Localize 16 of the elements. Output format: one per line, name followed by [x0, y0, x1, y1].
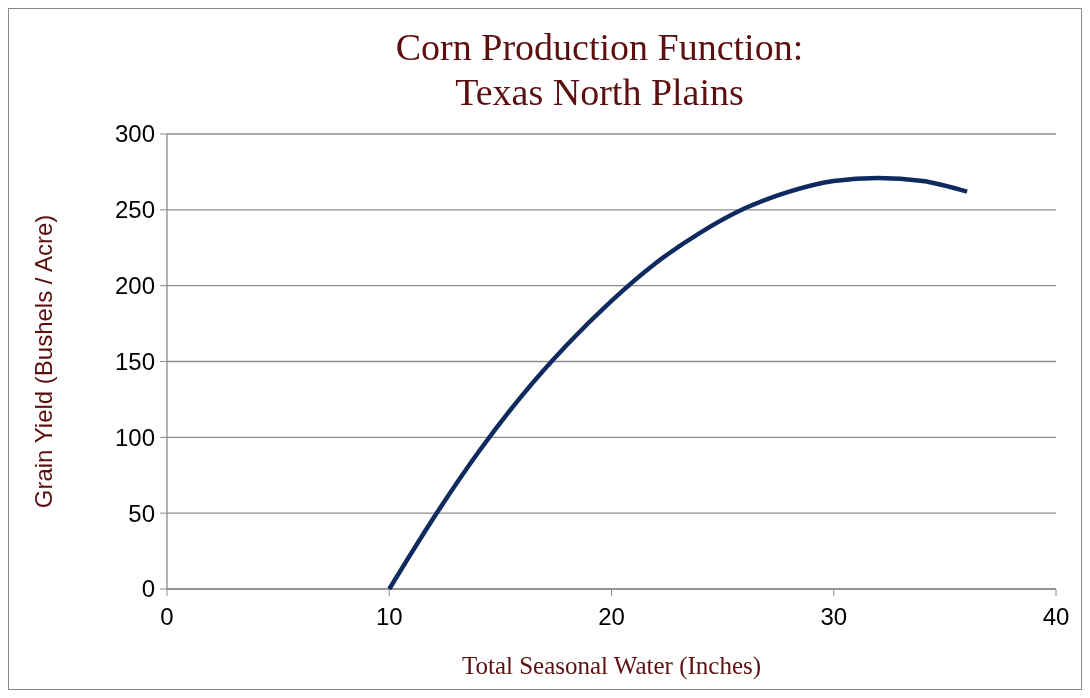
x-tick-label: 40: [1042, 603, 1070, 630]
y-tick-label: 150: [114, 347, 155, 375]
chart-title: Corn Production Function: Texas North Plains: [395, 26, 804, 113]
y-tick-label: 200: [114, 272, 155, 300]
x-tick-label: 20: [598, 603, 625, 630]
x-axis-title: Total Seasonal Water (Inches): [461, 652, 762, 680]
y-tick-label: 100: [114, 423, 155, 451]
line-series: [387, 175, 970, 592]
x-tick-label: 10: [375, 603, 403, 630]
y-tick-label: 300: [114, 120, 155, 148]
y-axis-title: Grain Yield (Bushels / Acre): [30, 214, 57, 509]
y-tick-label: 50: [128, 499, 155, 527]
x-tick-label: 30: [820, 603, 848, 630]
y-tick-label: 250: [114, 196, 155, 224]
y-tick-label: 0: [141, 575, 155, 603]
x-tick-label: 0: [160, 603, 174, 630]
